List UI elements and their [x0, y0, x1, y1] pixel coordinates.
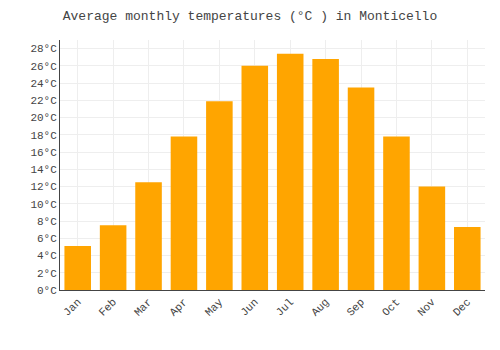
- svg-text:4°C: 4°C: [37, 250, 57, 262]
- svg-text:22°C: 22°C: [30, 95, 57, 107]
- svg-text:Apr: Apr: [167, 296, 189, 318]
- svg-text:May: May: [203, 296, 226, 319]
- svg-text:2°C: 2°C: [37, 268, 57, 280]
- svg-text:Feb: Feb: [97, 296, 119, 318]
- svg-text:Jan: Jan: [61, 296, 83, 318]
- svg-text:24°C: 24°C: [30, 78, 57, 90]
- svg-text:Sep: Sep: [345, 296, 367, 318]
- svg-text:16°C: 16°C: [30, 147, 57, 159]
- svg-text:Oct: Oct: [380, 296, 402, 318]
- svg-text:28°C: 28°C: [30, 43, 57, 55]
- svg-text:Mar: Mar: [132, 296, 154, 318]
- svg-text:Jun: Jun: [238, 296, 260, 318]
- svg-text:8°C: 8°C: [37, 216, 57, 228]
- svg-text:26°C: 26°C: [30, 61, 57, 73]
- svg-text:Average monthly temperatures (: Average monthly temperatures (°C ) in Mo…: [63, 9, 437, 24]
- svg-text:Jul: Jul: [274, 296, 296, 318]
- svg-text:0°C: 0°C: [37, 285, 57, 297]
- svg-text:18°C: 18°C: [30, 130, 57, 142]
- svg-text:Nov: Nov: [415, 296, 438, 319]
- svg-text:Aug: Aug: [309, 296, 331, 318]
- svg-text:14°C: 14°C: [30, 164, 57, 176]
- svg-text:12°C: 12°C: [30, 181, 57, 193]
- svg-text:6°C: 6°C: [37, 233, 57, 245]
- svg-text:20°C: 20°C: [30, 112, 57, 124]
- svg-text:Dec: Dec: [451, 296, 473, 318]
- svg-text:10°C: 10°C: [30, 199, 57, 211]
